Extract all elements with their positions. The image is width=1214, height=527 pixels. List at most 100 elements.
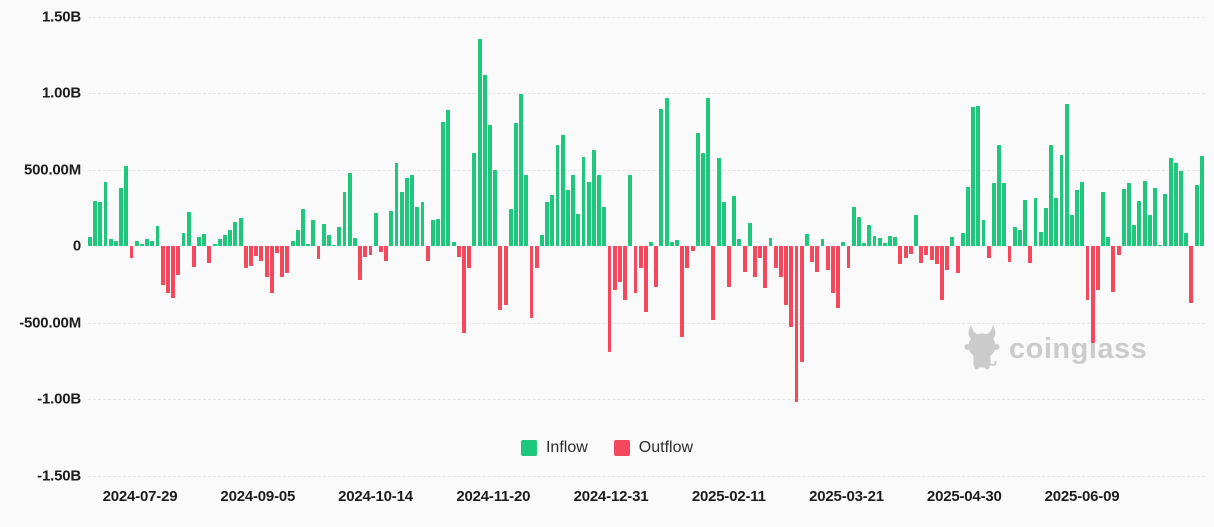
inflow-bar[interactable] [1064, 103, 1069, 246]
inflow-bar[interactable] [976, 105, 981, 246]
inflow-bar[interactable] [436, 219, 440, 246]
inflow-bar[interactable] [514, 123, 518, 246]
inflow-bar[interactable] [893, 237, 898, 246]
outflow-bar[interactable] [467, 246, 472, 269]
outflow-bar[interactable] [612, 246, 617, 291]
inflow-bar[interactable] [669, 241, 674, 246]
inflow-bar[interactable] [342, 191, 347, 246]
outflow-bar[interactable] [249, 246, 253, 266]
inflow-bar[interactable] [1012, 226, 1017, 246]
outflow-bar[interactable] [623, 246, 627, 300]
outflow-bar[interactable] [742, 246, 747, 272]
inflow-bar[interactable] [1179, 171, 1183, 246]
outflow-bar[interactable] [758, 246, 763, 259]
inflow-bar[interactable] [1043, 208, 1048, 246]
outflow-bar[interactable] [617, 246, 622, 282]
inflow-bar[interactable] [472, 153, 477, 246]
inflow-bar[interactable] [145, 238, 150, 246]
outflow-bar[interactable] [358, 246, 363, 280]
inflow-bar[interactable] [701, 152, 705, 246]
outflow-bar[interactable] [378, 246, 383, 252]
inflow-bar[interactable] [675, 240, 679, 246]
inflow-bar[interactable] [649, 241, 653, 246]
outflow-bar[interactable] [363, 246, 368, 257]
outflow-bar[interactable] [643, 246, 648, 312]
inflow-bar[interactable] [1142, 180, 1147, 246]
inflow-bar[interactable] [659, 109, 664, 246]
outflow-bar[interactable] [685, 246, 690, 269]
inflow-bar[interactable] [295, 229, 300, 246]
inflow-bar[interactable] [113, 240, 118, 246]
inflow-bar[interactable] [119, 187, 124, 246]
inflow-bar[interactable] [212, 244, 217, 246]
inflow-bar[interactable] [1121, 189, 1126, 246]
outflow-bar[interactable] [176, 246, 181, 276]
outflow-bar[interactable] [165, 246, 170, 294]
outflow-bar[interactable] [384, 246, 389, 261]
outflow-bar[interactable] [825, 246, 830, 271]
inflow-bar[interactable] [882, 243, 887, 246]
inflow-bar[interactable] [581, 156, 586, 246]
inflow-bar[interactable] [217, 239, 222, 246]
outflow-bar[interactable] [285, 246, 290, 274]
inflow-bar[interactable] [1080, 181, 1085, 246]
outflow-bar[interactable] [898, 246, 903, 265]
outflow-bar[interactable] [784, 246, 789, 306]
inflow-bar[interactable] [1158, 244, 1163, 246]
inflow-bar[interactable] [1194, 184, 1199, 246]
outflow-bar[interactable] [503, 246, 508, 306]
outflow-bar[interactable] [264, 246, 269, 277]
inflow-bar[interactable] [971, 107, 976, 246]
outflow-bar[interactable] [633, 246, 638, 294]
inflow-bar[interactable] [550, 195, 555, 246]
outflow-bar[interactable] [846, 246, 851, 269]
inflow-bar[interactable] [347, 172, 352, 246]
inflow-bar[interactable] [326, 234, 331, 246]
inflow-bar[interactable] [576, 214, 581, 246]
inflow-bar[interactable] [399, 191, 404, 246]
inflow-bar[interactable] [1049, 145, 1054, 246]
inflow-bar[interactable] [991, 183, 996, 246]
inflow-bar[interactable] [1017, 229, 1022, 246]
inflow-bar[interactable] [124, 165, 129, 246]
inflow-bar[interactable] [597, 175, 602, 246]
inflow-bar[interactable] [98, 202, 103, 246]
inflow-bar[interactable] [820, 239, 825, 246]
outflow-bar[interactable] [934, 246, 939, 265]
inflow-bar[interactable] [415, 206, 420, 246]
inflow-bar[interactable] [1173, 162, 1178, 246]
outflow-bar[interactable] [207, 246, 212, 264]
inflow-bar[interactable] [139, 244, 144, 246]
outflow-bar[interactable] [924, 246, 929, 256]
inflow-bar[interactable] [716, 158, 721, 246]
inflow-bar[interactable] [1106, 237, 1111, 246]
inflow-bar[interactable] [1101, 191, 1105, 246]
outflow-bar[interactable] [753, 246, 757, 277]
inflow-bar[interactable] [1184, 233, 1189, 246]
inflow-bar[interactable] [1054, 198, 1059, 246]
inflow-bar[interactable] [950, 237, 955, 246]
inflow-bar[interactable] [202, 234, 207, 246]
inflow-bar[interactable] [591, 149, 596, 246]
inflow-bar[interactable] [1137, 200, 1142, 246]
outflow-bar[interactable] [456, 246, 461, 257]
inflow-bar[interactable] [477, 38, 482, 246]
inflow-bar[interactable] [1038, 231, 1043, 246]
inflow-bar[interactable] [872, 236, 877, 246]
inflow-bar[interactable] [565, 190, 570, 246]
inflow-bar[interactable] [404, 178, 409, 246]
inflow-bar[interactable] [389, 210, 394, 246]
outflow-bar[interactable] [919, 246, 924, 264]
inflow-bar[interactable] [1127, 183, 1131, 246]
inflow-bar[interactable] [695, 132, 700, 246]
outflow-bar[interactable] [815, 246, 820, 272]
inflow-bar[interactable] [586, 182, 591, 246]
inflow-bar[interactable] [420, 202, 425, 246]
inflow-bar[interactable] [441, 121, 446, 246]
inflow-bar[interactable] [914, 214, 918, 246]
outflow-bar[interactable] [908, 246, 913, 254]
inflow-bar[interactable] [311, 219, 316, 246]
outflow-bar[interactable] [259, 246, 264, 261]
inflow-bar[interactable] [737, 238, 742, 246]
inflow-bar[interactable] [560, 134, 565, 246]
